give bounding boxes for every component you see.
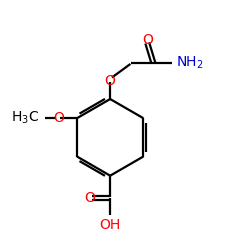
Text: O: O bbox=[142, 33, 153, 47]
Text: O: O bbox=[105, 74, 116, 88]
Text: OH: OH bbox=[100, 218, 121, 232]
Text: O: O bbox=[85, 191, 96, 205]
Text: NH$_2$: NH$_2$ bbox=[176, 55, 203, 72]
Text: H$_3$C: H$_3$C bbox=[10, 110, 39, 126]
Text: O: O bbox=[53, 111, 64, 125]
